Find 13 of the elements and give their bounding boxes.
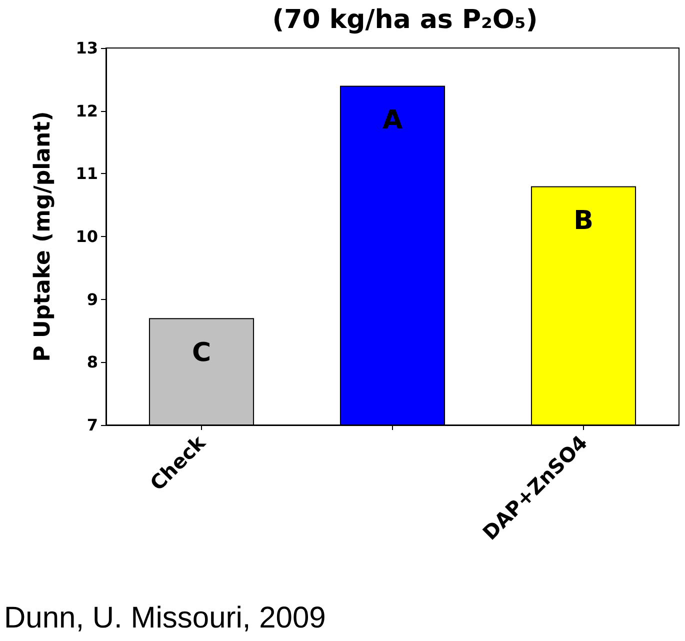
data-label: B [574, 206, 594, 236]
y-tick-label: 10 [76, 227, 98, 246]
data-label: A [382, 106, 403, 136]
y-tick-label: 11 [76, 164, 98, 184]
y-axis-title: P Uptake (mg/plant) [30, 111, 56, 362]
data-label: C [192, 338, 212, 368]
y-tick-label: 12 [76, 101, 98, 120]
y-tick-label: 9 [86, 290, 98, 309]
chart-title: (70 kg/ha as P₂O₅) [272, 5, 538, 35]
y-tick-label: 13 [76, 38, 98, 58]
y-tick-label: 8 [86, 352, 98, 372]
y-tick-label: 7 [86, 416, 98, 434]
text: Dunn, U. Missouri, 2009 [4, 602, 326, 634]
